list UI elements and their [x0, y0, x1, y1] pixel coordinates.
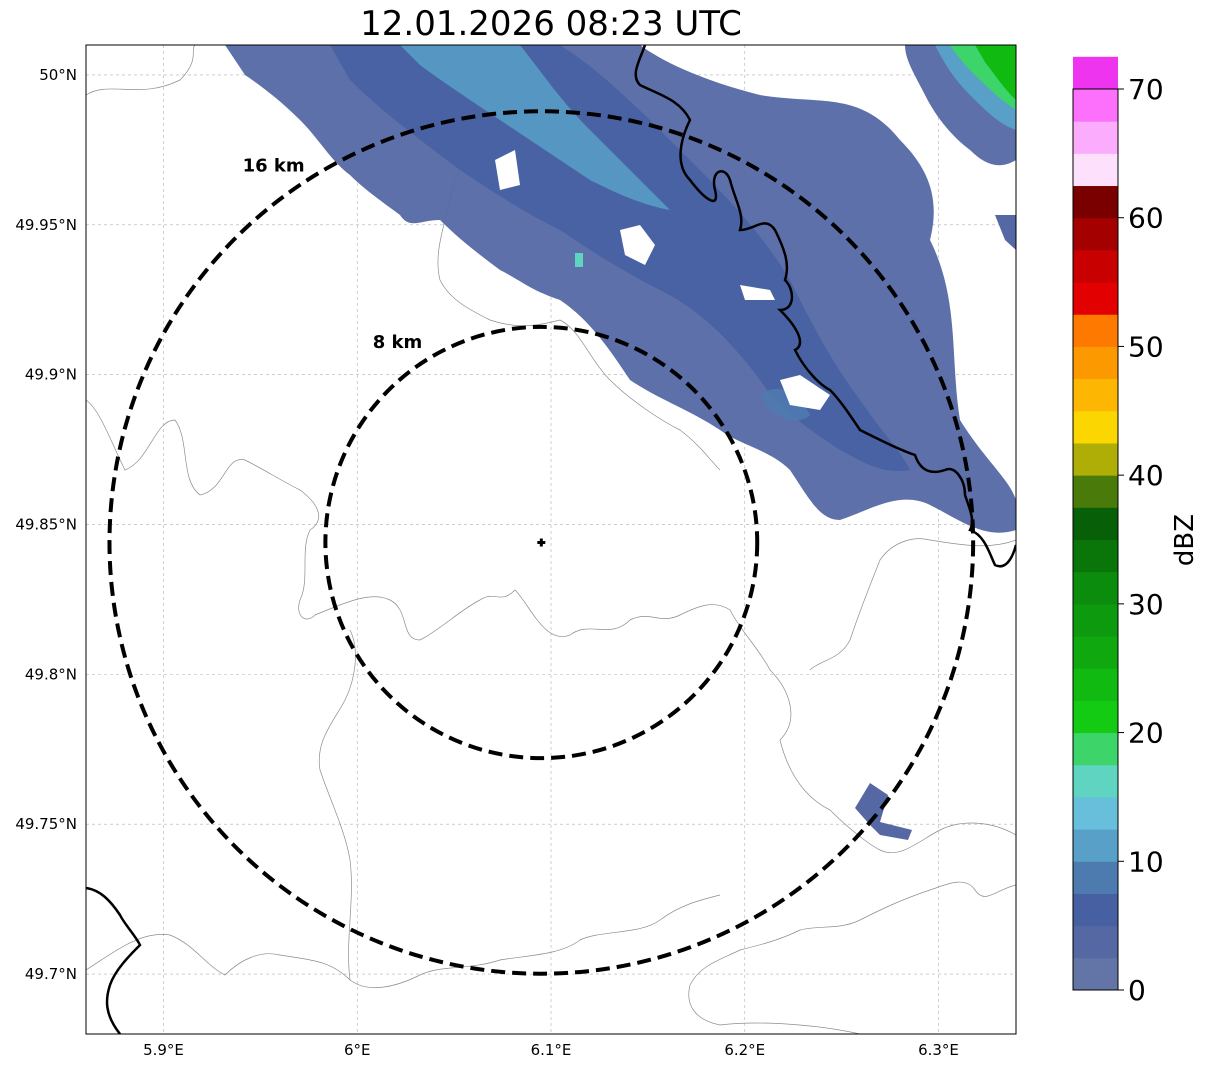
lon-tick-label: 6°E	[344, 1041, 371, 1059]
echo-gap-1	[620, 225, 655, 265]
colorbar-label: dBZ	[1170, 514, 1200, 566]
colorbar-tick-label: 40	[1128, 459, 1164, 492]
colorbar-bin	[1073, 732, 1118, 766]
lat-tick-label: 49.8°N	[25, 665, 77, 683]
lat-tick-label: 49.85°N	[15, 516, 77, 534]
lat-tick-label: 49.95°N	[15, 216, 77, 234]
colorbar-bin	[1073, 603, 1118, 637]
colorbar-frame	[1072, 88, 1119, 991]
colorbar-bin	[1073, 571, 1118, 605]
colorbar-tick-label: 0	[1128, 974, 1146, 1007]
colorbar-bin	[1073, 829, 1118, 862]
lat-tick-label: 49.7°N	[25, 965, 77, 983]
map-frame	[85, 44, 1017, 1035]
lon-tick-label: 6.3°E	[918, 1041, 959, 1059]
radar-echoes	[225, 45, 1016, 840]
colorbar-bin	[1073, 56, 1118, 90]
range-ring	[323, 324, 760, 761]
echo-east-fragment	[995, 215, 1016, 250]
colorbar-bin	[1073, 764, 1118, 798]
colorbar-bin	[1073, 957, 1118, 991]
echo-main-band-core	[330, 45, 910, 471]
national-border	[86, 45, 1016, 1034]
range-ring-label: 8 km	[373, 332, 423, 353]
colorbar-bin	[1073, 89, 1118, 122]
colorbar-bin	[1073, 668, 1118, 701]
chart-title: 12.01.2026 08:23 UTC	[360, 4, 742, 44]
colorbar-bin	[1073, 217, 1118, 251]
echo-southeast-cell	[855, 783, 912, 840]
range-ring-label: 16 km	[243, 155, 305, 176]
echo-speck	[575, 253, 583, 267]
lat-tick-label: 49.75°N	[15, 815, 77, 833]
lon-tick-label: 6.2°E	[724, 1041, 765, 1059]
colorbar-bin	[1073, 121, 1118, 154]
range-ring	[107, 109, 976, 976]
colorbar-tick-label: 30	[1128, 588, 1164, 621]
echo-main-band-light-2	[760, 388, 810, 421]
radar-center-marker	[537, 538, 546, 547]
colorbar-bin	[1073, 539, 1118, 573]
colorbar-bin	[1073, 185, 1118, 219]
echo-gap-3	[495, 150, 520, 190]
colorbar-tick-label: 70	[1128, 73, 1164, 106]
colorbar-tick-label: 60	[1128, 202, 1164, 235]
colorbar-bin	[1073, 893, 1118, 927]
colorbar-tick-label: 50	[1128, 330, 1164, 363]
colorbar-bin	[1073, 796, 1118, 830]
lat-tick-label: 50°N	[39, 66, 77, 84]
colorbar-bin	[1073, 507, 1118, 540]
colorbar-bin	[1073, 636, 1118, 669]
axis-ticks: 5.9°E 6°E 6.1°E 6.2°E 6.3°E 50°N 49.95°N 49.9°N…	[15, 66, 959, 1059]
range-rings	[107, 109, 976, 976]
colorbar-bin	[1073, 282, 1118, 315]
colorbar-bin	[1073, 346, 1118, 380]
echo-main-band-light	[400, 45, 670, 210]
admin-boundaries	[86, 45, 1016, 1034]
echo-northeast-cell-peak	[975, 45, 1016, 100]
colorbar-tick-label: 20	[1128, 717, 1164, 750]
colorbar-tick-label: 10	[1128, 845, 1164, 878]
lon-tick-label: 5.9°E	[143, 1041, 184, 1059]
lon-tick-label: 6.1°E	[531, 1041, 572, 1059]
colorbar-bin	[1073, 861, 1118, 894]
colorbar-bin	[1073, 410, 1118, 444]
colorbar-bin	[1073, 925, 1118, 959]
lat-tick-label: 49.9°N	[25, 366, 77, 384]
colorbar-bin	[1073, 153, 1118, 187]
echo-gap-4	[740, 285, 775, 300]
echo-gap-2	[780, 375, 830, 410]
colorbar-bin	[1073, 475, 1118, 508]
colorbar-bin	[1073, 700, 1118, 734]
colorbar-bin	[1073, 249, 1118, 283]
colorbar-bin	[1073, 442, 1118, 476]
colorbar-bin	[1073, 314, 1118, 347]
colorbar-bin	[1073, 378, 1118, 412]
